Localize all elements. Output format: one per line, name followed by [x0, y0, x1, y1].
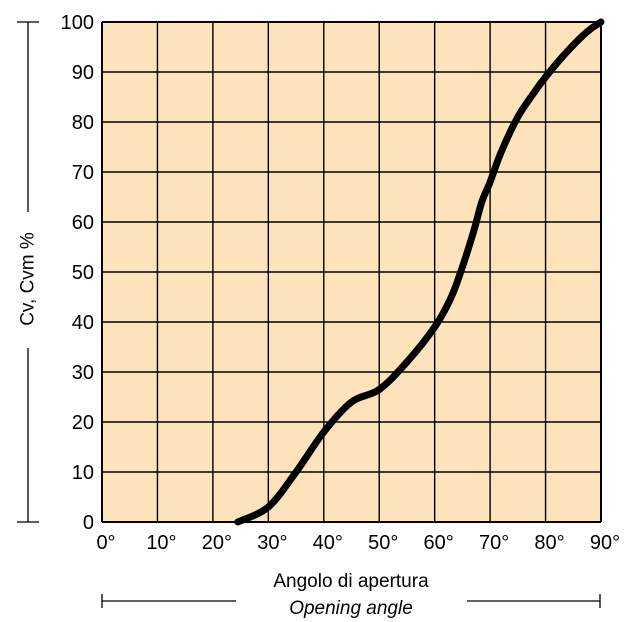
x-tick-label: 40°: [313, 532, 343, 554]
x-tick-label: 30°: [257, 532, 287, 554]
y-tick-label: 30: [72, 362, 94, 384]
y-tick-label: 80: [72, 112, 94, 134]
x-axis-subtitle: Opening angle: [289, 598, 413, 619]
x-tick-labels: 0° 10° 20° 30° 40° 50° 60° 70° 80° 90°: [96, 532, 620, 554]
x-axis-bracket: [101, 594, 601, 608]
y-tick-label: 20: [72, 412, 94, 434]
y-tick-label: 50: [72, 262, 94, 284]
y-tick-labels: 0 10 20 30 40 50 60 70 80 90 100: [61, 12, 94, 534]
y-tick-label: 10: [72, 462, 94, 484]
data-series-line: [234, 18, 605, 526]
x-tick-label: 0°: [96, 532, 115, 554]
x-tick-label: 10°: [146, 532, 176, 554]
x-tick-label: 70°: [479, 532, 509, 554]
x-tick-label: 50°: [368, 532, 398, 554]
y-tick-label: 100: [61, 12, 94, 34]
y-tick-label: 40: [72, 312, 94, 334]
y-tick-label: 0: [83, 512, 94, 534]
y-tick-label: 90: [72, 62, 94, 84]
y-tick-label: 60: [72, 212, 94, 234]
y-tick-label: 70: [72, 162, 94, 184]
x-tick-label: 20°: [202, 532, 232, 554]
y-axis-bracket: [17, 21, 39, 523]
y-axis-title: Cv, Cvm %: [18, 232, 39, 326]
x-tick-label: 60°: [424, 532, 454, 554]
x-tick-label: 90°: [590, 532, 620, 554]
x-axis-title: Angolo di apertura: [273, 571, 429, 592]
x-tick-label: 80°: [534, 532, 564, 554]
